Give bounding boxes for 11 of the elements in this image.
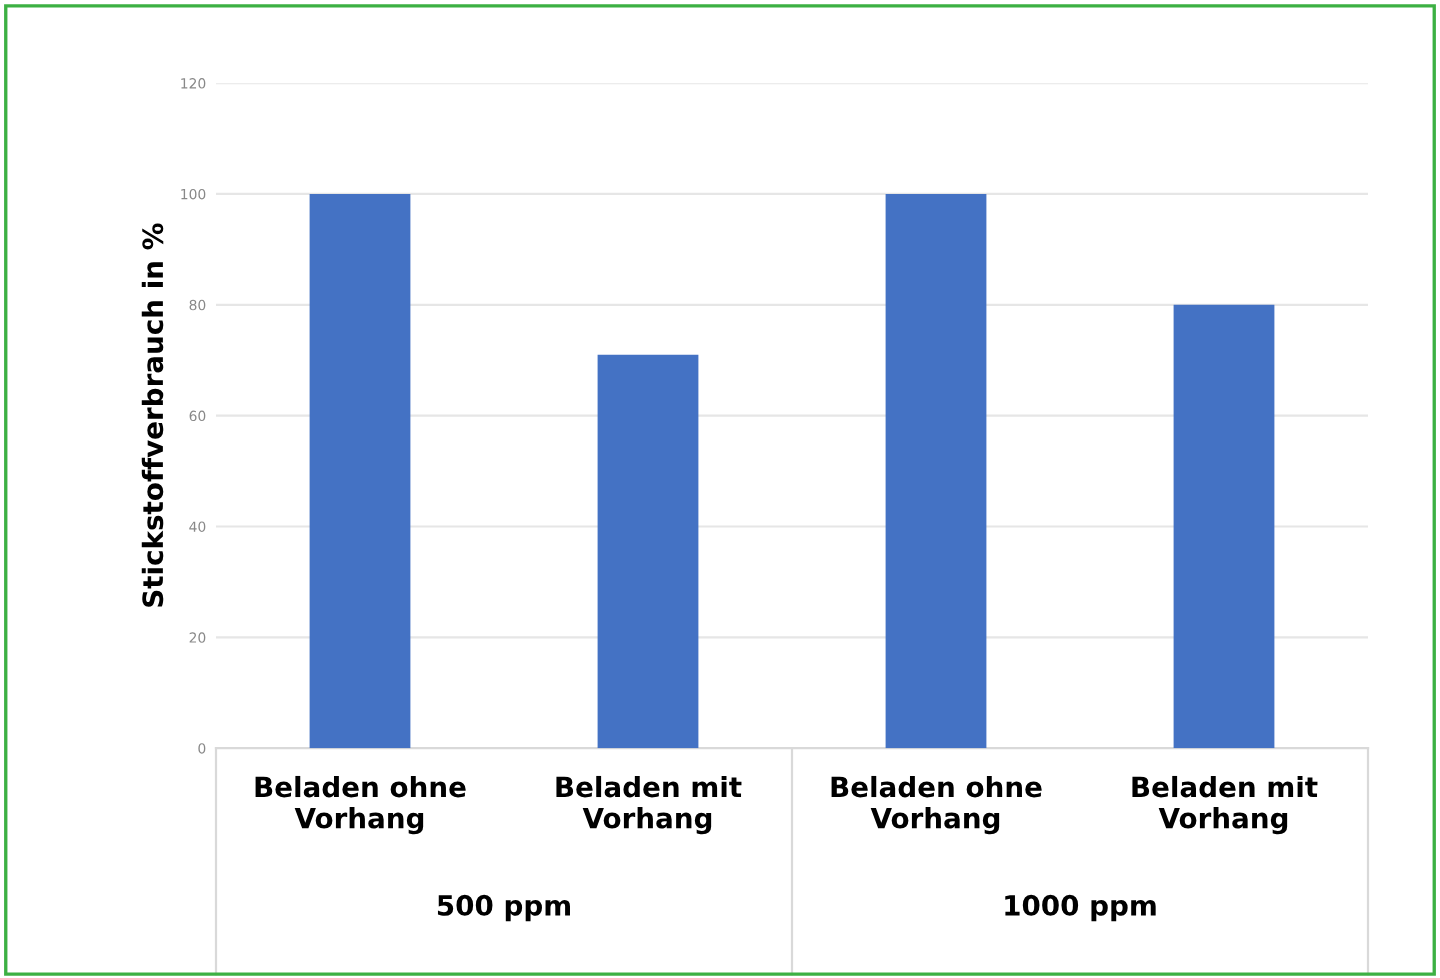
- bar: [309, 193, 411, 749]
- x-tick-label: Beladen mit Vorhang: [556, 775, 742, 835]
- x-tick-label: Beladen mit Vorhang: [1132, 775, 1318, 835]
- text: 500 ppm: [437, 894, 570, 922]
- bar: [885, 193, 987, 749]
- x-tick-label: Beladen ohne Vorhang: [831, 775, 1042, 835]
- y-axis-title: Stickstoffverbrauch in %: [141, 223, 164, 607]
- x-tick-label: Beladen ohne Vorhang: [255, 775, 466, 835]
- bar: [1173, 304, 1275, 749]
- text: 1000 ppm: [1005, 894, 1156, 922]
- bar: [597, 354, 699, 749]
